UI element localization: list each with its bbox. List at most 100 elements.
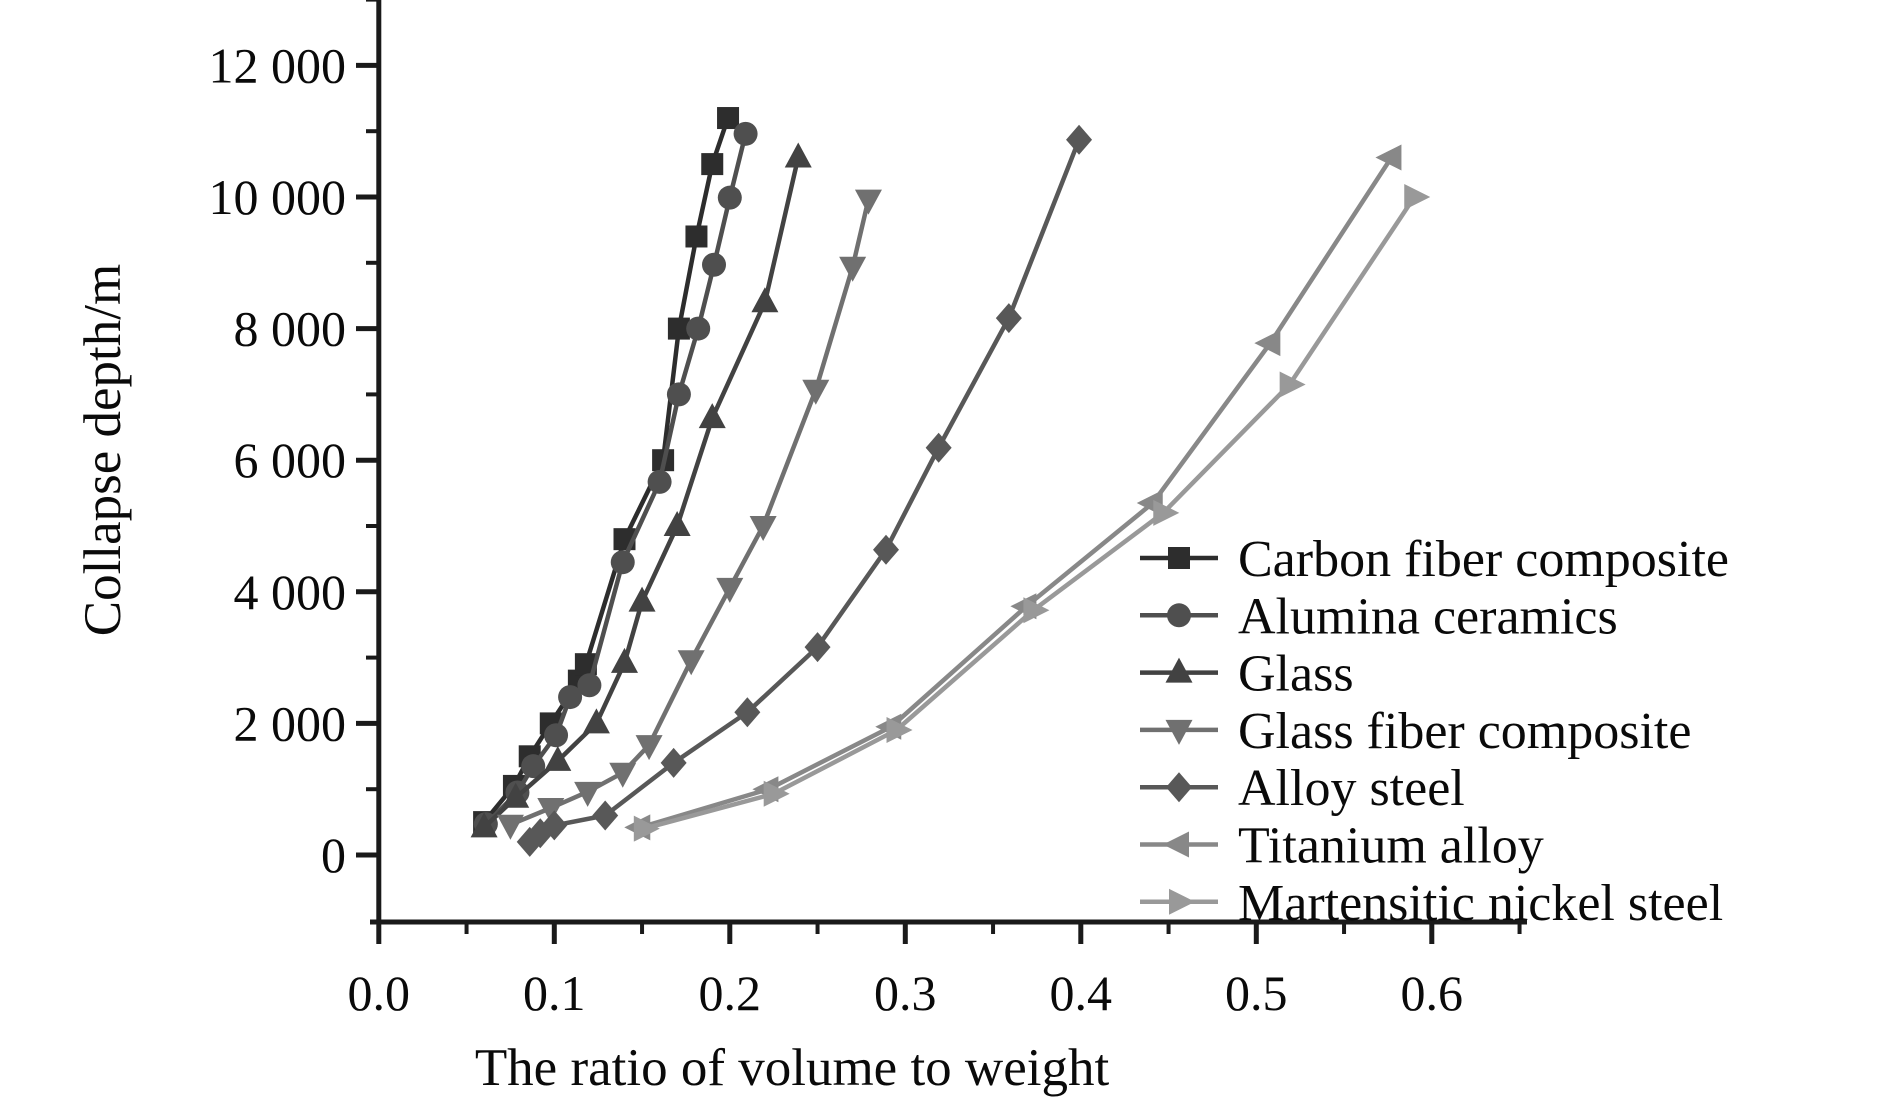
marker-diamond: [995, 303, 1022, 334]
marker-triangle-down: [496, 814, 524, 840]
marker-triangle-up: [1165, 657, 1193, 683]
series-alloy-steel: [516, 124, 1093, 857]
marker-triangle-down: [537, 797, 565, 823]
legend-label: Titanium alloy: [1238, 818, 1544, 875]
marker-triangle-left: [1375, 144, 1402, 171]
y-tick-label: 10 000: [209, 169, 347, 225]
marker-square: [1168, 547, 1190, 569]
y-tick-label: 2 000: [234, 695, 347, 751]
marker-triangle-up: [544, 745, 572, 771]
marker-triangle-right: [1153, 499, 1180, 526]
marker-square: [701, 153, 724, 176]
marker-triangle-down: [609, 762, 637, 788]
marker-triangle-up: [784, 142, 812, 168]
marker-diamond: [541, 810, 568, 841]
marker-circle: [666, 382, 691, 407]
marker-diamond: [734, 697, 761, 728]
series-line: [481, 155, 801, 830]
marker-diamond: [925, 432, 952, 463]
legend-label: Glass fiber composite: [1238, 703, 1691, 760]
x-tick-label: 0.4: [1050, 965, 1113, 1021]
marker-circle: [577, 673, 602, 698]
marker-triangle-left: [1254, 330, 1281, 357]
marker-diamond: [592, 800, 619, 831]
legend-item-martensitic-nickel-steel: Martensitic nickel steel: [1140, 875, 1723, 932]
series-line: [527, 137, 1082, 845]
legend-item-titanium-alloy: Titanium alloy: [1140, 818, 1544, 875]
marker-triangle-up: [628, 586, 656, 612]
marker-triangle-down: [716, 577, 744, 603]
marker-triangle-right: [1279, 371, 1306, 398]
y-tick-label: 6 000: [234, 432, 347, 488]
marker-diamond: [804, 632, 831, 663]
marker-square: [685, 225, 708, 248]
marker-triangle-up: [751, 287, 779, 313]
series-line: [481, 115, 731, 825]
x-tick-label: 0.3: [874, 965, 937, 1021]
marker-triangle-down: [749, 516, 777, 541]
marker-circle: [610, 550, 635, 575]
y-tick-label: 8 000: [234, 301, 347, 357]
marker-square: [667, 317, 690, 340]
legend-label: Alloy steel: [1238, 760, 1465, 817]
marker-circle: [702, 252, 727, 277]
x-axis-title: The ratio of volume to weight: [475, 1039, 1110, 1097]
marker-triangle-up: [698, 403, 726, 429]
marker-triangle-down: [635, 735, 663, 761]
x-tick-label: 0.0: [348, 965, 411, 1021]
marker-triangle-up: [611, 647, 638, 673]
marker-circle: [733, 121, 758, 146]
marker-triangle-down: [854, 189, 882, 215]
x-tick-label: 0.2: [699, 965, 762, 1021]
legend-item-alloy-steel: Alloy steel: [1140, 760, 1465, 817]
marker-triangle-right: [633, 815, 660, 842]
marker-circle: [717, 185, 742, 210]
marker-diamond: [660, 747, 687, 778]
series-martensitic-nickel-steel: [633, 184, 1431, 842]
legend-item-glass-fiber-composite: Glass fiber composite: [1140, 703, 1691, 760]
marker-diamond: [872, 534, 899, 565]
series-alumina-ceramics: [473, 121, 758, 837]
series-carbon-fiber-composite: [473, 107, 740, 834]
legend-item-carbon-fiber-composite: Carbon fiber composite: [1140, 531, 1729, 588]
marker-triangle-left: [1163, 831, 1189, 858]
y-tick-label: 12 000: [209, 37, 347, 93]
y-tick-label: 4 000: [234, 564, 347, 620]
marker-triangle-down: [677, 650, 705, 676]
marker-triangle-down: [802, 379, 830, 405]
legend-label: Alumina ceramics: [1238, 588, 1618, 645]
legend-label: Martensitic nickel steel: [1238, 875, 1723, 932]
marker-triangle-up: [663, 511, 691, 536]
series-layer: [470, 107, 1431, 857]
marker-circle: [1167, 603, 1191, 628]
legend-item-glass: Glass: [1140, 646, 1354, 703]
marker-triangle-down: [839, 256, 867, 282]
x-tick-label: 0.6: [1401, 965, 1464, 1021]
marker-triangle-down: [1165, 719, 1193, 745]
legend-label: Glass: [1238, 646, 1354, 703]
marker-triangle-right: [886, 716, 913, 743]
axes: 0 2 000 4 000 6 000 8 000 10 000 12 000 0.0 0.1 0…: [209, 0, 1527, 1021]
marker-triangle-up: [470, 812, 498, 838]
legend-label: Carbon fiber composite: [1238, 531, 1729, 588]
marker-triangle-right: [1404, 184, 1431, 210]
marker-circle: [558, 685, 583, 710]
marker-circle: [544, 723, 569, 748]
marker-circle: [647, 469, 672, 494]
x-tick-label: 0.1: [523, 965, 586, 1021]
marker-circle: [521, 754, 546, 779]
y-tick-label: 0: [321, 827, 346, 883]
y-axis-title: Collapse depth/m: [74, 264, 132, 636]
marker-triangle-right: [1023, 597, 1050, 624]
marker-triangle-right: [1169, 888, 1195, 915]
marker-diamond: [1166, 772, 1192, 803]
marker-circle: [686, 316, 711, 341]
marker-triangle-up: [502, 782, 530, 808]
legend-item-alumina-ceramics: Alumina ceramics: [1140, 588, 1618, 645]
series-glass: [470, 142, 812, 838]
marker-triangle-down: [574, 781, 602, 807]
series-glass-fiber-composite: [496, 189, 882, 840]
marker-triangle-right: [763, 780, 790, 807]
